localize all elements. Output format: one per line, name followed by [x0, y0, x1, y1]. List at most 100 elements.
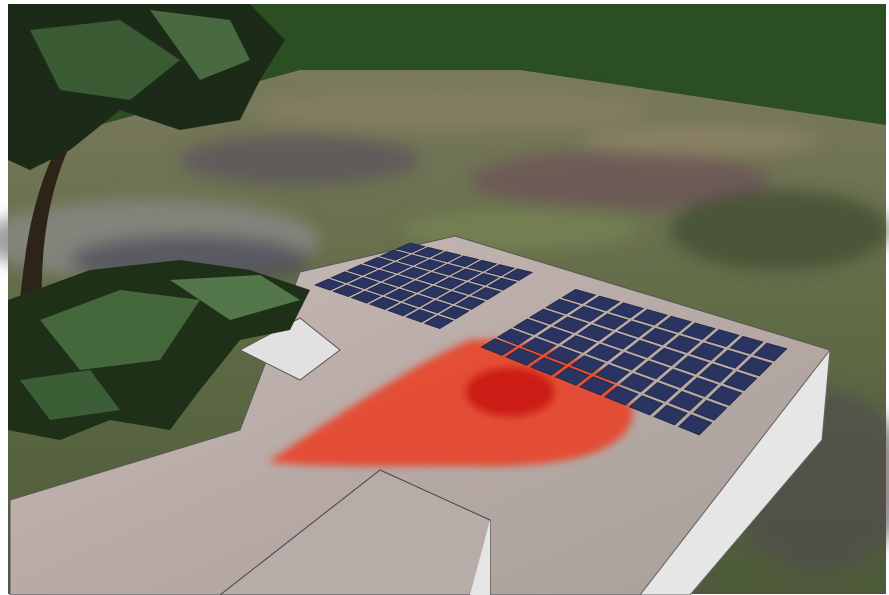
solar-panel: [431, 251, 462, 263]
front-box-side: [470, 520, 490, 595]
solar-panel: [401, 280, 432, 293]
solar-panel: [467, 259, 498, 272]
solar-panel: [387, 302, 418, 317]
solar-panel: [705, 329, 740, 348]
solar-panel: [633, 309, 669, 326]
solar-panel: [433, 263, 464, 276]
solar-panel: [405, 309, 436, 323]
solar-panel: [603, 385, 639, 406]
solar-panel: [330, 271, 361, 284]
solar-panel: [561, 288, 597, 304]
solar-panel: [366, 282, 398, 296]
solar-panel: [453, 282, 484, 295]
solar-panel: [714, 349, 749, 369]
solar-panel: [449, 255, 480, 268]
solar-panel: [594, 364, 630, 383]
solar-panel: [699, 363, 734, 383]
solar-panel: [480, 338, 517, 356]
solar-panel: [350, 290, 382, 304]
solar-panel: [397, 254, 428, 266]
solar-panel: [419, 285, 450, 299]
solar-panel: [362, 256, 394, 269]
solar-panel: [674, 355, 710, 375]
solar-panel: [417, 272, 448, 285]
solar-panel: [585, 295, 621, 312]
solar-panel: [738, 356, 773, 377]
front-box: [219, 469, 491, 595]
solar-panel: [529, 308, 565, 325]
solar-panel: [485, 264, 516, 277]
solar-panel: [437, 291, 468, 305]
solar-panel: [659, 368, 694, 389]
solar-panel: [545, 298, 581, 315]
solar-panel: [668, 391, 703, 412]
solar-panel: [753, 342, 788, 362]
solar-panel: [610, 352, 646, 371]
solar-panel: [561, 335, 597, 353]
solar-panel: [570, 355, 606, 374]
solar-panel: [503, 268, 534, 281]
solar-panel: [346, 264, 378, 276]
solar-panel: [368, 296, 400, 310]
solar-panel: [693, 399, 728, 421]
solar-panel: [554, 366, 590, 386]
solar-panel: [708, 385, 743, 406]
solar-panel: [681, 322, 716, 340]
solar-panel: [384, 288, 416, 302]
solar-panel: [653, 404, 688, 426]
tree: [8, 4, 310, 440]
solar-panel: [641, 327, 677, 346]
solar-panel: [496, 328, 533, 346]
solar-panel: [521, 337, 557, 355]
solar-panel: [650, 347, 685, 367]
solar-panel: [423, 315, 454, 330]
solar-panel: [413, 246, 444, 258]
solar-panel: [569, 306, 605, 323]
solar-panel: [348, 277, 380, 290]
solar-panel: [617, 320, 653, 338]
solar-panel: [626, 340, 661, 358]
solar-panel: [332, 284, 363, 298]
solar-panel: [403, 294, 434, 308]
solar-panel: [451, 268, 482, 281]
solar-panel: [577, 324, 613, 342]
solar-panel: [379, 249, 410, 261]
solar-panel: [415, 259, 446, 271]
solar-panel: [439, 305, 470, 320]
solar-panel: [364, 269, 396, 282]
solar-panel: [586, 343, 622, 362]
solar-panel: [529, 357, 566, 376]
solar-panels: [313, 242, 788, 436]
solar-panel: [469, 273, 500, 286]
solar-panel: [665, 335, 701, 353]
solar-panel: [455, 296, 486, 310]
solar-panel: [512, 318, 549, 336]
solar-panel: [487, 277, 518, 291]
solar-panel: [677, 414, 713, 436]
solar-panel: [729, 335, 764, 355]
solar-panel: [634, 360, 670, 380]
solar-panel: [628, 395, 664, 416]
solar-panel: [644, 382, 679, 402]
solar-panel: [619, 373, 655, 393]
solar-panel: [690, 342, 725, 361]
roof-wall: [639, 348, 831, 595]
solar-panel: [435, 277, 466, 290]
solar-panel: [399, 267, 430, 279]
solar-panel: [380, 262, 412, 274]
solar-panel: [723, 371, 758, 391]
solar-panel: [537, 327, 573, 344]
solar-panel: [421, 300, 452, 314]
solar-panel: [609, 302, 645, 319]
solar-panel: [579, 376, 615, 396]
solar-panel: [683, 377, 719, 397]
solar-panel: [313, 278, 345, 291]
solar-panel: [505, 347, 541, 366]
solar-panel: [601, 332, 637, 350]
solar-panel: [553, 316, 589, 333]
solar-panel: [471, 287, 502, 301]
solar-panel: [657, 315, 692, 333]
solar-panel: [593, 313, 629, 330]
